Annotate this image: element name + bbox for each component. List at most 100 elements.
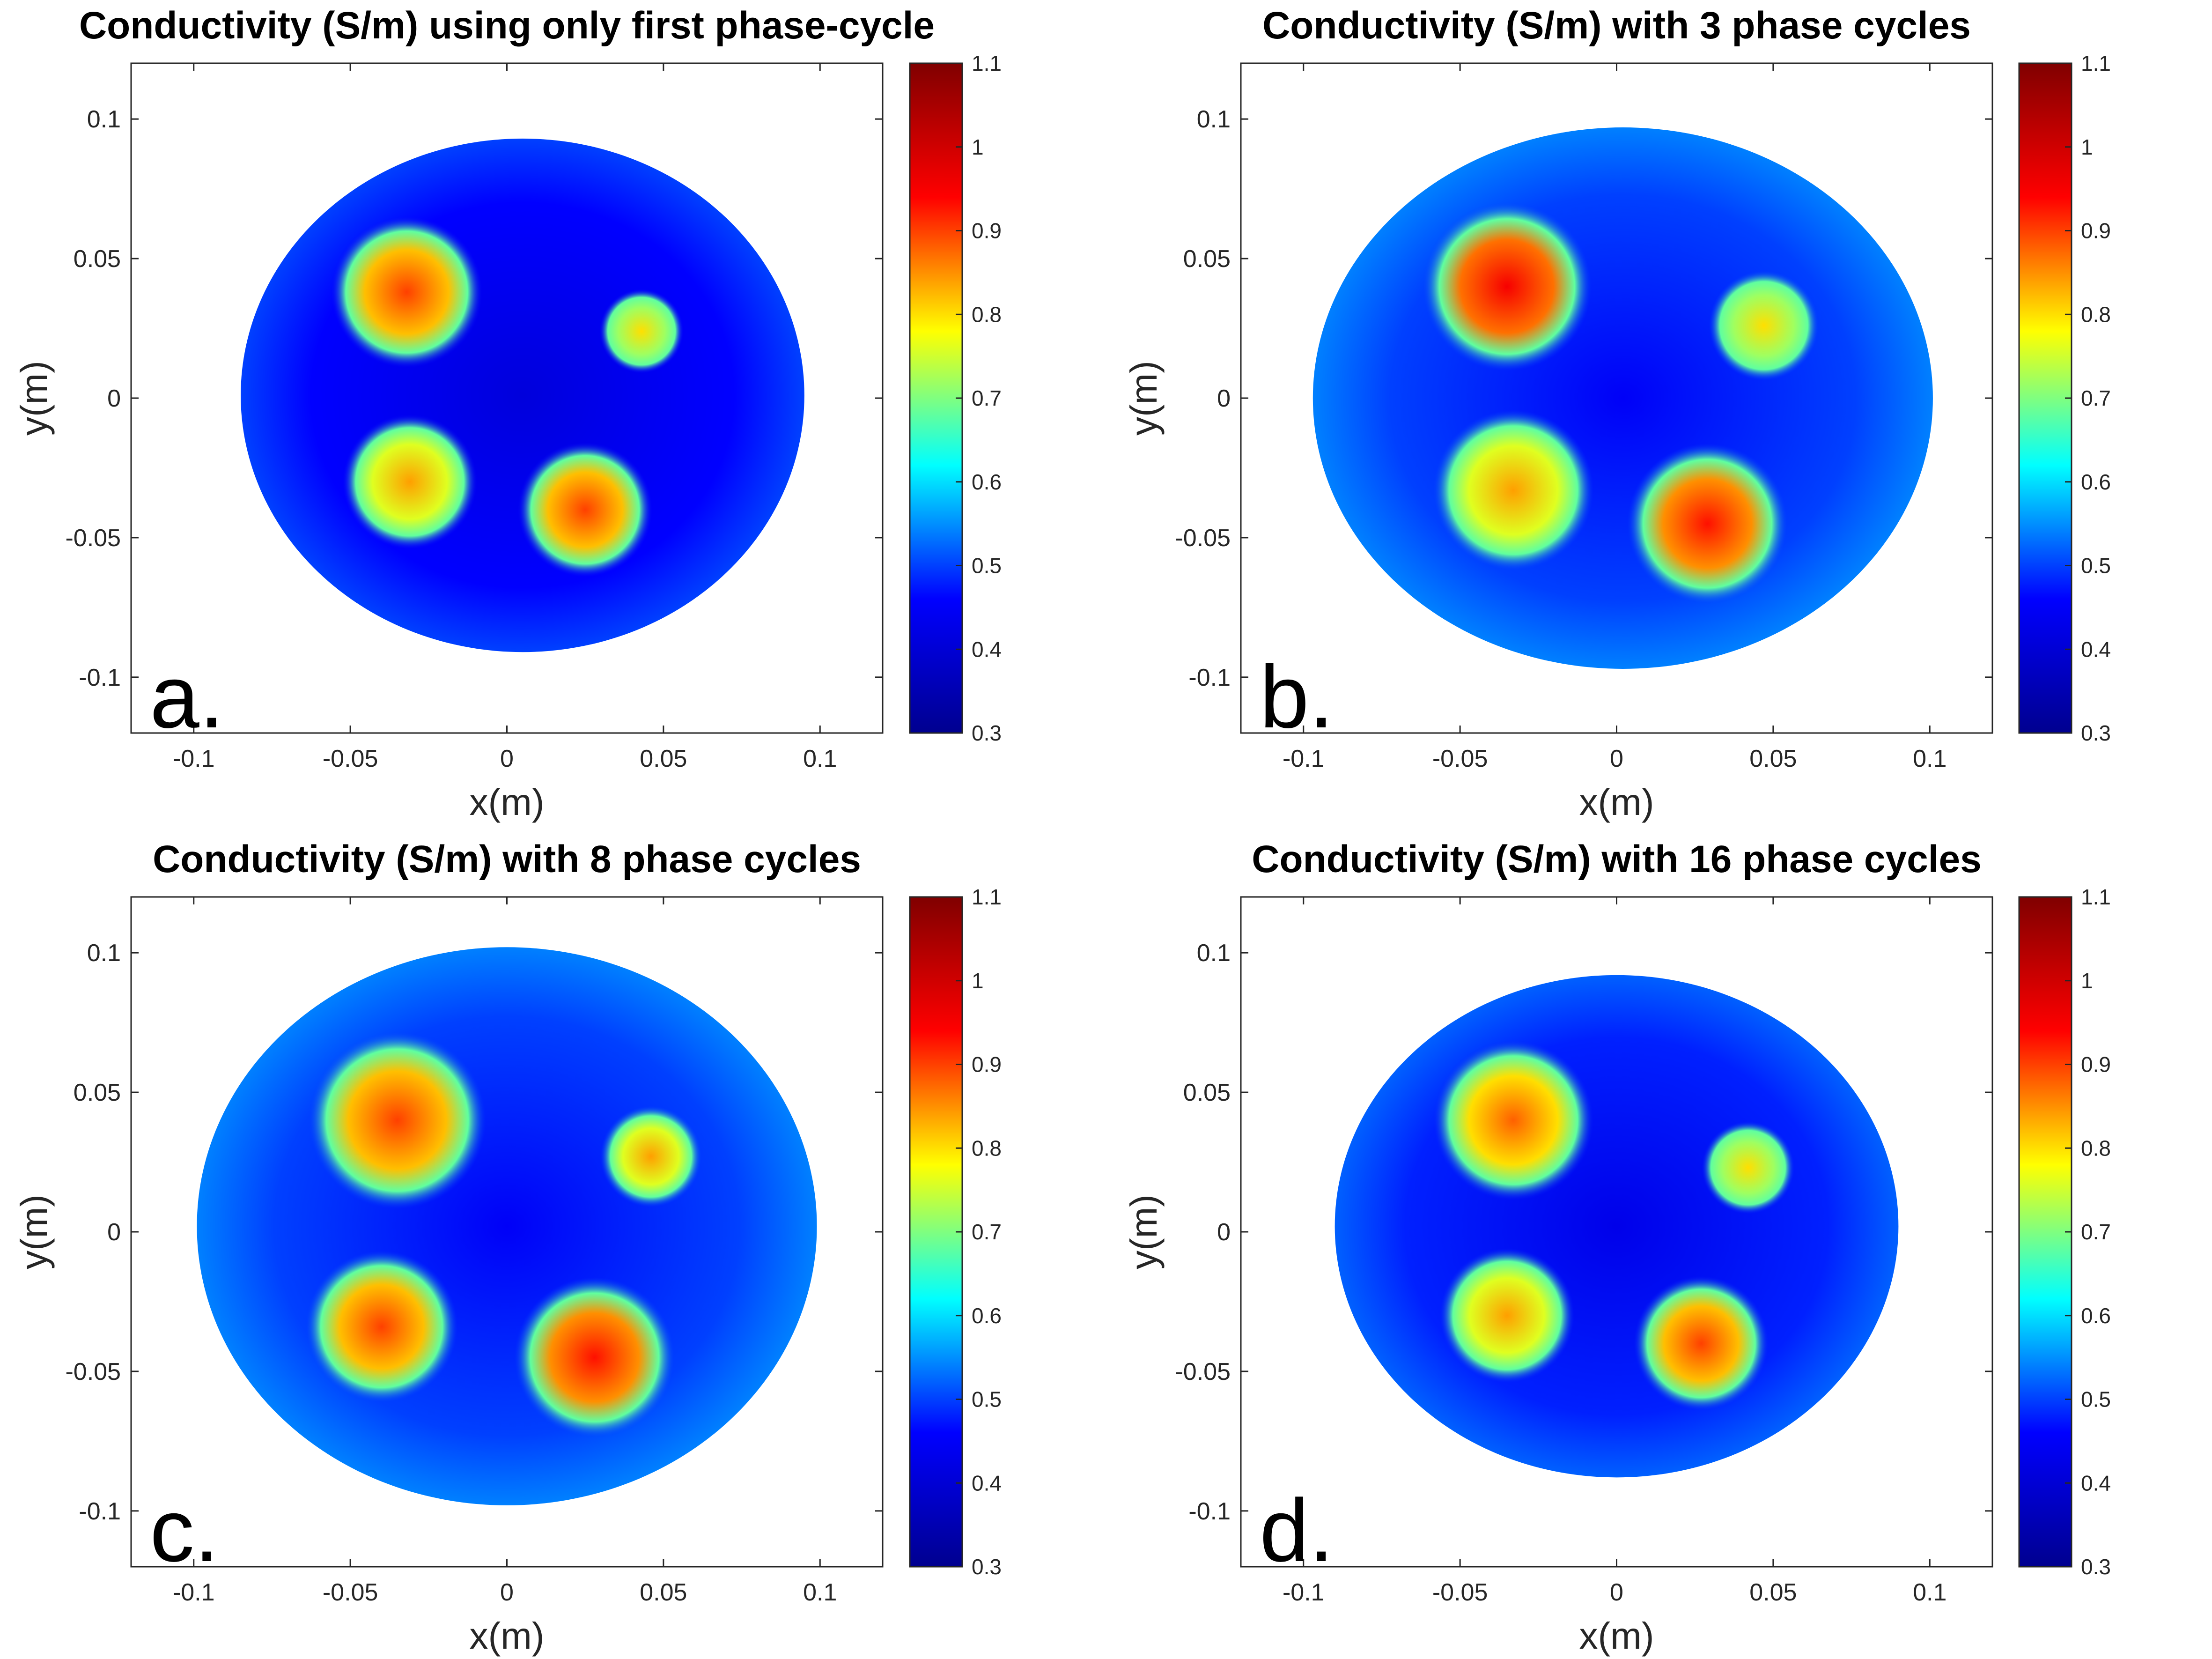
x-tick-label: -0.05 <box>323 745 378 772</box>
colorbar-tick-label: 0.8 <box>2081 302 2111 326</box>
y-axis-label: y(m) <box>1123 1194 1165 1269</box>
y-tick-label: 0 <box>107 385 121 412</box>
colorbar-tick-label: 0.7 <box>972 386 1002 410</box>
colorbar-tick-label: 0.7 <box>972 1220 1002 1244</box>
y-tick-label: 0.05 <box>74 1079 121 1106</box>
colorbar-tick-label: 0.8 <box>2081 1136 2111 1160</box>
colorbar-tick-label: 0.3 <box>2081 721 2111 745</box>
x-tick-label: -0.1 <box>1283 745 1325 772</box>
x-tick-label: -0.05 <box>323 1579 378 1606</box>
inclusion-blob <box>517 442 653 578</box>
x-tick-label: -0.05 <box>1432 745 1488 772</box>
y-tick-label: 0.1 <box>1197 940 1231 967</box>
colorbar-tick-label: 0.4 <box>2081 637 2111 661</box>
phantom-disc <box>1312 127 1933 669</box>
colorbar-tick-label: 1.1 <box>2081 51 2111 75</box>
y-tick-label: -0.05 <box>65 525 121 552</box>
colorbar-tick-label: 0.6 <box>972 1304 1002 1328</box>
colorbar-tick-label: 0.6 <box>972 470 1002 494</box>
y-tick-label: -0.05 <box>1175 525 1231 552</box>
colorbar-tick-label: 1 <box>972 969 984 993</box>
colorbar-tick-label: 0.5 <box>2081 554 2111 578</box>
colorbar-tick-label: 1 <box>2081 969 2093 993</box>
y-tick-label: 0.1 <box>87 106 121 133</box>
y-tick-label: 0.05 <box>1183 1079 1231 1106</box>
panel-c: Conductivity (S/m) with 8 phase cycles -0… <box>13 838 1002 1657</box>
panel-letter: a. <box>150 647 224 747</box>
y-tick-label: 0.1 <box>1197 106 1231 133</box>
chart-title: Conductivity (S/m) using only first phas… <box>79 4 935 47</box>
panel-letter: b. <box>1260 647 1334 747</box>
x-axis-label: x(m) <box>470 781 545 823</box>
x-axis-label: x(m) <box>470 1615 545 1657</box>
x-tick-label: -0.05 <box>1432 1579 1488 1606</box>
colorbar-tick-label: 0.4 <box>972 637 1002 661</box>
y-tick-label: -0.05 <box>1175 1358 1231 1385</box>
inclusion-blob <box>599 289 684 374</box>
inclusion-blob <box>305 1251 458 1403</box>
chart-title: Conductivity (S/m) with 3 phase cycles <box>1262 4 1971 47</box>
y-tick-label: 0.05 <box>74 245 121 273</box>
inclusion-blob <box>600 1105 702 1207</box>
y-tick-label: -0.1 <box>1188 1498 1231 1525</box>
colorbar-tick-label: 1 <box>2081 135 2093 159</box>
chart-title: Conductivity (S/m) with 16 phase cycles <box>1252 838 1981 881</box>
colorbar-tick-label: 0.4 <box>2081 1471 2111 1495</box>
colorbar-tick-label: 0.9 <box>972 1052 1002 1077</box>
x-axis-label: x(m) <box>1579 1615 1654 1657</box>
colorbar-tick-label: 0.3 <box>2081 1555 2111 1579</box>
inclusion-blob <box>1709 270 1819 381</box>
x-tick-label: 0.05 <box>1749 1579 1797 1606</box>
inclusion-blob <box>1433 410 1594 571</box>
x-tick-label: 0.05 <box>640 1579 687 1606</box>
x-tick-label: -0.1 <box>1283 1579 1325 1606</box>
panel-a: Conductivity (S/m) using only first phas… <box>13 4 1002 823</box>
y-axis-label: y(m) <box>13 1194 55 1269</box>
colorbar-tick-label: 0.9 <box>2081 1052 2111 1077</box>
colorbar <box>2018 62 2072 734</box>
colorbar-tick-label: 0.7 <box>2081 386 2111 410</box>
inclusion-blob <box>308 1031 487 1209</box>
colorbar <box>2018 896 2072 1568</box>
x-tick-label: -0.1 <box>173 1579 215 1606</box>
y-tick-label: -0.1 <box>79 1498 121 1525</box>
inclusion-blob <box>1633 1275 1769 1411</box>
x-tick-label: -0.1 <box>173 745 215 772</box>
x-tick-label: 0 <box>1610 745 1623 772</box>
y-tick-label: 0.05 <box>1183 245 1231 273</box>
inclusion-blob <box>1627 443 1788 604</box>
x-tick-label: 0 <box>500 1579 514 1606</box>
y-tick-label: -0.05 <box>65 1358 121 1385</box>
panel-letter: c. <box>150 1481 219 1580</box>
inclusion-blob <box>1702 1121 1795 1215</box>
colorbar-tick-label: 0.4 <box>972 1471 1002 1495</box>
y-tick-label: 0 <box>1217 1219 1231 1246</box>
colorbar-tick-label: 1.1 <box>972 51 1002 75</box>
y-tick-label: -0.1 <box>1188 664 1231 691</box>
inclusion-blob <box>1439 1248 1575 1384</box>
inclusion-blob <box>342 414 478 550</box>
colorbar-tick-label: 0.5 <box>972 554 1002 578</box>
colorbar-tick-label: 0.5 <box>2081 1387 2111 1412</box>
y-tick-label: -0.1 <box>79 664 121 691</box>
colorbar-tick-label: 1.1 <box>2081 885 2111 909</box>
inclusion-blob <box>514 1277 675 1438</box>
y-axis-label: y(m) <box>1123 361 1165 436</box>
x-tick-label: 0.05 <box>1749 745 1797 772</box>
colorbar <box>909 62 963 734</box>
y-tick-label: 0.1 <box>87 940 121 967</box>
panel-d: Conductivity (S/m) with 16 phase cycles -… <box>1123 838 2111 1657</box>
colorbar-tick-label: 1 <box>972 135 984 159</box>
colorbar <box>909 896 963 1568</box>
colorbar-tick-label: 0.9 <box>972 219 1002 243</box>
x-tick-label: 0.05 <box>640 745 687 772</box>
y-axis-label: y(m) <box>13 361 55 436</box>
x-tick-label: 0 <box>500 745 514 772</box>
x-tick-label: 0 <box>1610 1579 1623 1606</box>
phantom-disc <box>241 138 804 652</box>
x-tick-label: 0.1 <box>803 1579 837 1606</box>
panel-letter: d. <box>1260 1481 1334 1580</box>
chart-title: Conductivity (S/m) with 8 phase cycles <box>153 838 861 881</box>
colorbar-tick-label: 0.8 <box>972 1136 1002 1160</box>
